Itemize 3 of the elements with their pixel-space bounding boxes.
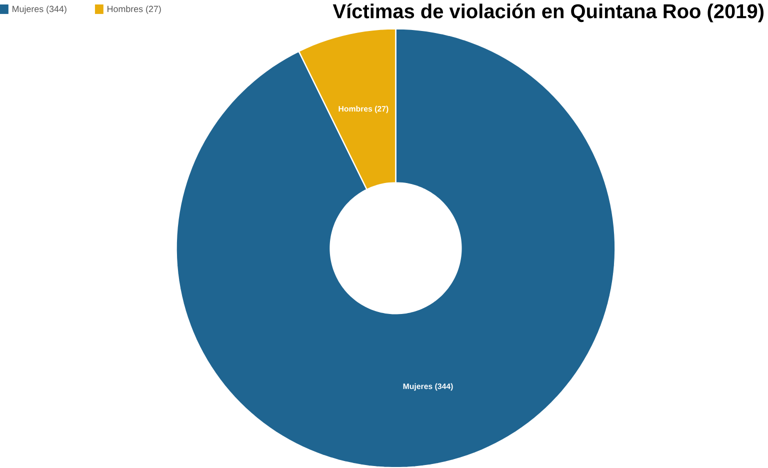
legend-label: Hombres (27) <box>108 5 161 14</box>
legend-label: Mujeres (344) <box>12 5 66 14</box>
chart-title: Víctimas de violación en Quintana Roo (2019) <box>332 3 764 22</box>
